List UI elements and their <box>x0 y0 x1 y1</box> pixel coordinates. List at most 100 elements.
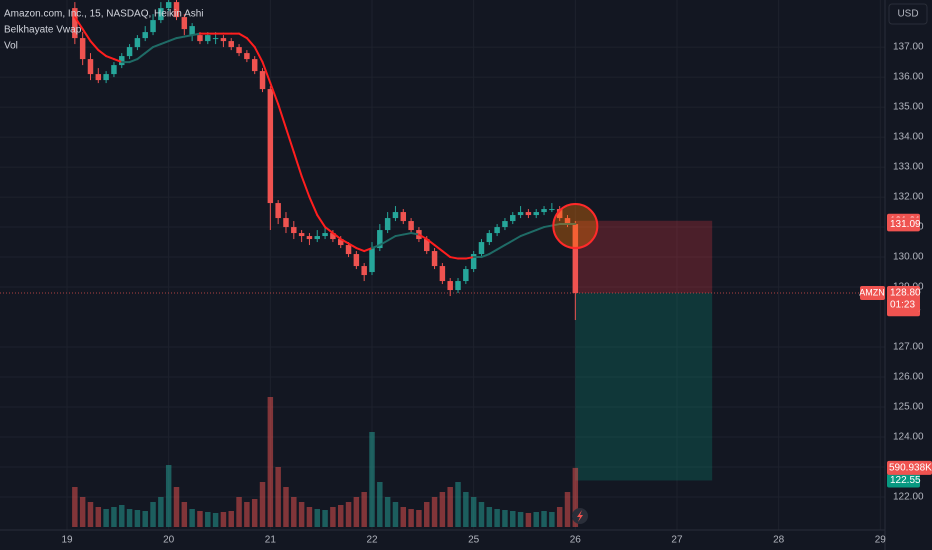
vwap-segment <box>152 43 162 49</box>
candle-body <box>322 233 328 237</box>
x-tick-label: 22 <box>366 535 378 546</box>
candle-body <box>244 53 250 60</box>
volume-bar <box>95 507 102 527</box>
symbol-tag: AMZN <box>859 287 885 297</box>
vwap-segment <box>449 256 460 260</box>
volume-bar <box>564 492 571 527</box>
x-tick-label: 29 <box>875 535 887 546</box>
vwap-segment <box>308 196 319 217</box>
entry-tag: 128.80 <box>890 288 921 299</box>
volume-name: Vol <box>4 41 18 52</box>
vwap-segment <box>488 248 499 256</box>
candle-body <box>275 203 281 219</box>
volume-bar <box>463 492 469 527</box>
price-tag: 131.09 <box>890 219 921 230</box>
price-tag-bg <box>887 217 920 232</box>
volume-bar <box>142 511 148 527</box>
vwap-segment <box>503 239 514 247</box>
vwap-segment <box>371 244 381 250</box>
volume-bar <box>197 511 203 527</box>
candle-body <box>510 215 516 222</box>
volume-bar <box>87 502 94 527</box>
alert-bolt <box>577 510 583 522</box>
candle-body <box>228 41 234 48</box>
candle-body <box>572 224 579 294</box>
vwap-segment <box>97 49 108 58</box>
vwap-segment <box>441 250 452 259</box>
candle-body <box>142 32 148 39</box>
indicator-name: Belkhayate Vwap <box>4 25 82 36</box>
y-tick-label: 126.00 <box>893 372 924 383</box>
y-tick-label: 124.00 <box>893 432 924 443</box>
vwap-segment <box>245 37 256 49</box>
x-tick-label: 25 <box>468 535 480 546</box>
volume-bar <box>517 512 524 527</box>
volume-bar <box>259 482 266 527</box>
candle-body <box>330 233 336 240</box>
vwap-segment <box>300 175 311 199</box>
candle-body <box>181 17 188 30</box>
vwap-segment <box>496 244 506 251</box>
volume-bar <box>189 509 195 527</box>
vwap-segment <box>519 232 530 238</box>
candle-body <box>470 254 477 270</box>
vwap-segment <box>167 37 178 43</box>
vwap-segment <box>183 34 194 38</box>
volume-bar <box>439 492 446 527</box>
vwap-segment <box>261 61 272 85</box>
vwap-segment <box>144 46 155 55</box>
currency-box[interactable] <box>888 3 928 25</box>
candle-body <box>361 266 367 276</box>
vwap-segment <box>378 239 389 247</box>
vwap-segment <box>81 28 92 43</box>
vwap-segment <box>394 233 405 238</box>
currency[interactable]: USD <box>897 9 918 20</box>
vwap-segment <box>105 55 115 61</box>
candle-body <box>447 281 453 291</box>
candle-body <box>541 209 547 213</box>
candle-body <box>478 242 485 255</box>
highlight-circle <box>552 203 599 250</box>
volume-bar <box>205 512 211 527</box>
volume-bar <box>416 510 422 527</box>
candle-body <box>384 218 391 231</box>
candle-body <box>119 56 125 66</box>
volume-bar <box>72 487 78 527</box>
volume-bar <box>510 511 516 527</box>
volume-bar <box>447 487 453 527</box>
candle-body <box>556 209 563 219</box>
vwap-segment <box>128 58 139 64</box>
candle-body <box>564 218 571 225</box>
candle-body <box>392 212 399 219</box>
candle-body <box>165 2 172 9</box>
volume-bar <box>150 502 156 527</box>
candle-body <box>502 221 508 228</box>
vwap-segment <box>292 151 303 178</box>
vwap-segment <box>410 232 420 236</box>
candle-body <box>431 251 438 267</box>
candle-body <box>525 212 532 216</box>
volume-bar <box>267 397 274 527</box>
volume-bar <box>384 497 391 527</box>
volume-bar <box>298 502 305 527</box>
vwap-segment <box>527 229 538 235</box>
candle-body <box>314 236 320 240</box>
candle-body <box>79 38 86 60</box>
volume-bar <box>283 487 289 527</box>
vwap-segment <box>417 233 428 241</box>
vwap-segment <box>480 253 491 259</box>
candle-body <box>173 2 180 18</box>
candle-body <box>283 218 289 228</box>
volume-bar <box>236 497 242 527</box>
volume-bar <box>345 502 352 527</box>
y-tick-label: 137.00 <box>893 42 924 53</box>
volume-bar <box>314 509 320 527</box>
candle-body <box>439 266 446 282</box>
candle-body <box>267 89 274 204</box>
y-tick-label: 127.00 <box>893 342 924 353</box>
volume-bar <box>126 509 133 527</box>
y-tick-label: 130.00 <box>893 252 924 263</box>
candle-body <box>298 233 305 237</box>
volume-bar <box>228 511 234 527</box>
